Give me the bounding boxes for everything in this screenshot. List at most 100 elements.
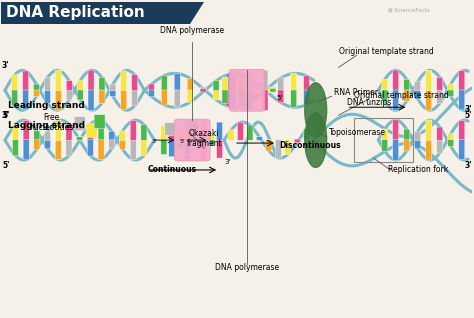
FancyBboxPatch shape	[87, 140, 93, 156]
FancyBboxPatch shape	[66, 80, 72, 91]
FancyBboxPatch shape	[185, 140, 191, 160]
FancyBboxPatch shape	[226, 74, 232, 91]
Text: 3': 3'	[2, 61, 9, 70]
FancyBboxPatch shape	[448, 140, 454, 147]
FancyBboxPatch shape	[98, 121, 104, 140]
FancyBboxPatch shape	[382, 90, 388, 101]
Text: Okazaki
fragment: Okazaki fragment	[186, 129, 222, 148]
FancyBboxPatch shape	[132, 75, 137, 91]
FancyBboxPatch shape	[12, 140, 18, 156]
FancyBboxPatch shape	[459, 90, 465, 110]
Text: DNA unzips: DNA unzips	[346, 98, 391, 107]
FancyBboxPatch shape	[217, 140, 223, 158]
FancyBboxPatch shape	[262, 90, 268, 110]
FancyBboxPatch shape	[88, 90, 94, 110]
FancyBboxPatch shape	[169, 140, 175, 157]
Text: 5': 5'	[2, 161, 9, 170]
Text: RNA Primer: RNA Primer	[334, 88, 378, 97]
FancyBboxPatch shape	[66, 90, 72, 100]
FancyBboxPatch shape	[66, 140, 72, 156]
FancyBboxPatch shape	[239, 74, 245, 91]
Text: 5': 5'	[2, 111, 9, 120]
FancyBboxPatch shape	[237, 122, 244, 140]
FancyBboxPatch shape	[12, 124, 18, 140]
FancyBboxPatch shape	[121, 71, 127, 91]
FancyBboxPatch shape	[209, 134, 215, 140]
FancyBboxPatch shape	[34, 90, 39, 96]
FancyBboxPatch shape	[34, 131, 40, 140]
FancyBboxPatch shape	[256, 137, 263, 140]
FancyBboxPatch shape	[132, 90, 137, 106]
Text: 5': 5'	[179, 139, 185, 144]
FancyBboxPatch shape	[86, 124, 97, 138]
FancyBboxPatch shape	[265, 89, 271, 93]
FancyBboxPatch shape	[99, 77, 105, 91]
FancyBboxPatch shape	[426, 120, 432, 140]
Text: Original template strand: Original template strand	[338, 47, 433, 56]
FancyBboxPatch shape	[187, 78, 193, 91]
FancyBboxPatch shape	[222, 77, 228, 91]
FancyBboxPatch shape	[88, 70, 94, 91]
Text: 3': 3'	[151, 139, 157, 144]
FancyBboxPatch shape	[229, 69, 265, 111]
FancyBboxPatch shape	[23, 120, 29, 140]
FancyBboxPatch shape	[404, 129, 410, 140]
FancyBboxPatch shape	[230, 73, 236, 91]
FancyBboxPatch shape	[304, 129, 310, 140]
FancyBboxPatch shape	[246, 90, 252, 109]
FancyBboxPatch shape	[392, 90, 399, 110]
FancyBboxPatch shape	[285, 140, 291, 155]
FancyBboxPatch shape	[213, 81, 219, 91]
FancyBboxPatch shape	[437, 140, 443, 153]
FancyBboxPatch shape	[200, 87, 206, 91]
Text: DNA polymerase: DNA polymerase	[160, 25, 224, 35]
FancyBboxPatch shape	[404, 80, 410, 91]
FancyBboxPatch shape	[201, 140, 207, 160]
Text: ✿ ScienceFacts: ✿ ScienceFacts	[388, 8, 430, 13]
FancyBboxPatch shape	[217, 122, 223, 140]
FancyBboxPatch shape	[192, 138, 199, 142]
FancyBboxPatch shape	[110, 90, 116, 96]
FancyBboxPatch shape	[119, 131, 126, 140]
FancyBboxPatch shape	[209, 140, 215, 146]
Text: Replication fork: Replication fork	[388, 165, 449, 174]
Text: Continuous: Continuous	[147, 165, 197, 174]
FancyBboxPatch shape	[266, 140, 272, 151]
FancyBboxPatch shape	[189, 121, 199, 134]
Text: Original template strand: Original template strand	[354, 91, 448, 100]
FancyBboxPatch shape	[177, 140, 183, 149]
FancyBboxPatch shape	[291, 73, 297, 91]
FancyBboxPatch shape	[45, 140, 51, 149]
FancyBboxPatch shape	[55, 70, 61, 91]
FancyBboxPatch shape	[226, 90, 232, 107]
Text: 5': 5'	[464, 111, 472, 120]
FancyBboxPatch shape	[265, 87, 271, 91]
FancyBboxPatch shape	[66, 124, 72, 140]
FancyBboxPatch shape	[415, 140, 421, 149]
FancyBboxPatch shape	[404, 140, 410, 151]
FancyBboxPatch shape	[165, 123, 175, 135]
FancyBboxPatch shape	[238, 90, 244, 99]
FancyBboxPatch shape	[275, 140, 282, 158]
Polygon shape	[190, 2, 204, 24]
Text: Lagging strand: Lagging strand	[8, 121, 85, 130]
FancyBboxPatch shape	[304, 76, 310, 91]
FancyBboxPatch shape	[304, 90, 310, 105]
FancyBboxPatch shape	[148, 90, 155, 97]
FancyBboxPatch shape	[161, 90, 167, 105]
FancyBboxPatch shape	[45, 131, 51, 140]
FancyBboxPatch shape	[94, 115, 105, 128]
FancyBboxPatch shape	[254, 90, 260, 94]
Text: Topoisomerase: Topoisomerase	[328, 128, 386, 137]
Text: DNA Replication: DNA Replication	[6, 5, 145, 20]
FancyBboxPatch shape	[278, 78, 284, 91]
FancyBboxPatch shape	[382, 79, 388, 91]
FancyBboxPatch shape	[252, 81, 258, 91]
FancyBboxPatch shape	[252, 90, 258, 99]
FancyBboxPatch shape	[415, 90, 421, 99]
FancyBboxPatch shape	[392, 70, 399, 91]
FancyBboxPatch shape	[187, 90, 193, 102]
FancyBboxPatch shape	[174, 73, 180, 91]
FancyBboxPatch shape	[185, 121, 191, 140]
FancyBboxPatch shape	[426, 90, 432, 110]
